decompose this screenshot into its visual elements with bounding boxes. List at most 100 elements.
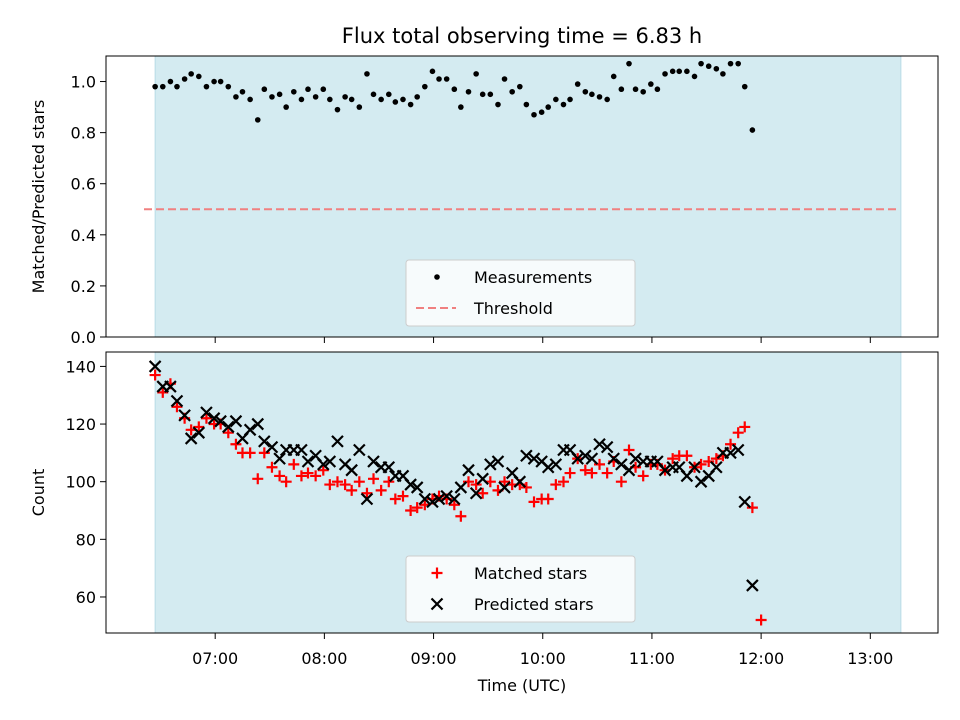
data-point	[498, 481, 511, 494]
data-point	[501, 76, 508, 82]
data-point	[170, 394, 184, 408]
data-point	[295, 443, 308, 457]
data-point	[261, 86, 268, 93]
data-point	[477, 487, 489, 499]
data-point	[200, 412, 212, 424]
data-point	[418, 492, 432, 506]
legend-marker	[431, 567, 443, 579]
data-point	[252, 473, 264, 485]
data-point	[229, 414, 243, 428]
data-point	[389, 493, 401, 505]
x-tick-label: 11:00	[629, 649, 675, 668]
data-point	[244, 447, 256, 459]
data-point	[746, 579, 759, 592]
data-point	[550, 479, 562, 491]
data-point	[331, 435, 344, 448]
data-point	[637, 470, 649, 482]
data-point	[342, 94, 348, 100]
data-point	[312, 94, 319, 100]
y-tick-label: 0.8	[71, 124, 96, 143]
data-point	[520, 481, 532, 493]
data-point	[469, 486, 483, 500]
data-point	[440, 489, 453, 503]
y-axis-label: Count	[29, 469, 48, 517]
data-point	[594, 458, 606, 470]
data-point	[571, 452, 584, 465]
data-point	[560, 101, 567, 108]
data-point	[527, 452, 541, 465]
y-tick-label: 100	[65, 473, 96, 492]
data-point	[247, 96, 253, 103]
data-point	[269, 94, 275, 100]
data-point	[414, 94, 420, 100]
data-point	[531, 111, 537, 118]
data-point	[320, 86, 327, 93]
data-point	[217, 78, 224, 85]
data-point	[353, 443, 366, 457]
data-point	[473, 71, 479, 77]
data-point	[735, 60, 741, 67]
data-point	[517, 83, 523, 90]
data-point	[667, 453, 679, 465]
data-point	[593, 437, 606, 451]
data-point	[513, 475, 527, 488]
data-point	[426, 495, 439, 509]
data-point	[629, 452, 642, 465]
data-point	[713, 65, 720, 72]
data-point	[317, 458, 330, 471]
data-point	[462, 476, 474, 488]
legend: Matched stars Predicted stars	[405, 555, 636, 623]
data-point	[622, 463, 636, 477]
data-point	[607, 452, 620, 465]
data-point	[586, 467, 598, 479]
y-tick-label: 60	[76, 588, 96, 607]
data-point	[618, 86, 625, 93]
data-point	[542, 493, 554, 505]
data-point	[324, 479, 336, 491]
data-point	[681, 450, 693, 462]
data-point	[367, 455, 380, 468]
data-point	[623, 444, 635, 456]
data-point	[610, 73, 617, 80]
data-point	[400, 96, 406, 103]
data-point	[302, 467, 314, 479]
data-point	[557, 476, 569, 488]
data-point	[149, 369, 161, 381]
data-point	[691, 73, 698, 80]
data-point	[361, 487, 373, 499]
data-point	[509, 88, 515, 95]
data-point	[648, 81, 654, 87]
plot-frame	[105, 351, 939, 634]
data-point	[710, 461, 723, 474]
data-point	[579, 449, 592, 463]
legend-box	[405, 259, 636, 327]
data-point	[214, 414, 227, 428]
x-tick-label: 13:00	[847, 649, 893, 668]
data-point	[476, 472, 489, 486]
data-point	[601, 467, 613, 479]
data-point	[280, 476, 292, 488]
data-point	[407, 101, 414, 108]
data-point	[541, 461, 555, 474]
data-point	[589, 91, 595, 98]
data-point	[196, 73, 202, 80]
series-matched-stars	[149, 369, 767, 626]
data-point	[230, 438, 242, 450]
data-point	[283, 104, 289, 110]
chart-title: Flux total observing time = 6.83 h	[342, 24, 702, 48]
data-point	[694, 475, 708, 488]
data-point	[720, 71, 726, 77]
y-tick-label: 1.0	[71, 73, 96, 92]
x-tick-label: 09:00	[411, 649, 457, 668]
data-point	[749, 127, 756, 133]
data-point	[152, 83, 158, 90]
data-point	[392, 99, 399, 105]
data-point	[491, 455, 505, 468]
series-predicted-stars	[148, 360, 759, 592]
data-point	[741, 83, 748, 90]
data-point	[520, 449, 533, 463]
data-point	[725, 438, 737, 450]
data-point	[254, 117, 261, 123]
y-tick-label: 0.0	[71, 328, 96, 347]
